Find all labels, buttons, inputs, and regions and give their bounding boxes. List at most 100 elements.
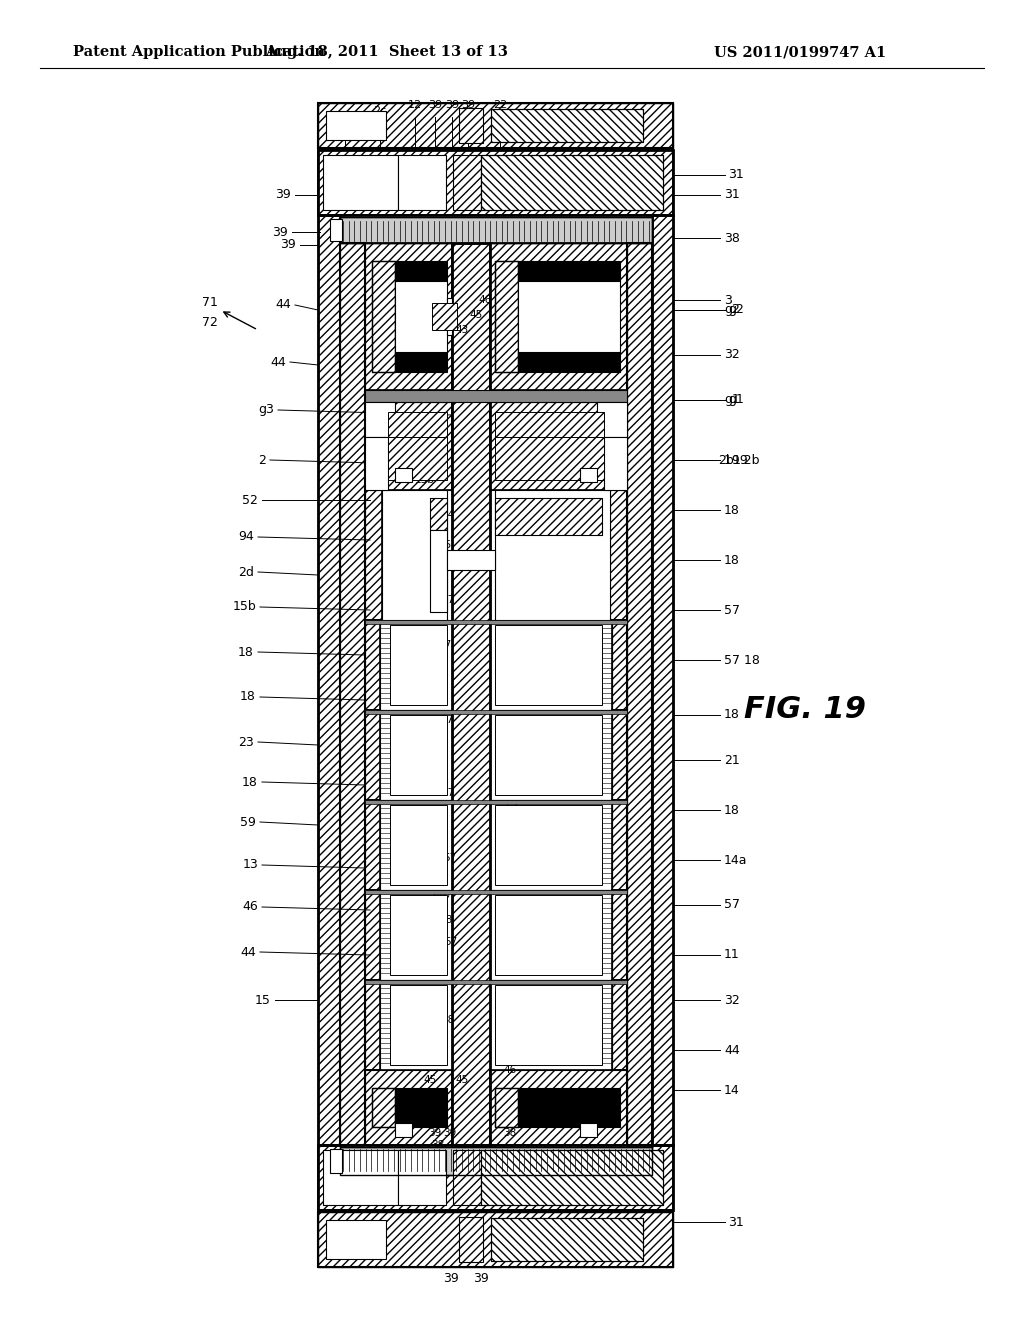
Text: 57: 57 <box>506 727 518 737</box>
Bar <box>495 261 518 372</box>
Bar <box>340 1147 652 1175</box>
Bar <box>604 437 627 490</box>
Bar <box>395 1123 412 1137</box>
Bar <box>372 1088 395 1127</box>
Bar <box>495 715 602 795</box>
Text: 2d: 2d <box>239 565 254 578</box>
Bar <box>340 216 652 243</box>
Text: 18: 18 <box>508 540 521 550</box>
Text: g2: g2 <box>526 294 540 305</box>
Text: 44: 44 <box>275 298 291 312</box>
Bar <box>365 243 452 389</box>
Bar <box>395 352 447 372</box>
Text: g1: g1 <box>724 393 740 407</box>
Text: Patent Application Publication: Patent Application Publication <box>73 45 325 59</box>
Bar <box>365 710 380 800</box>
Bar <box>395 1107 447 1127</box>
Bar <box>365 1071 452 1144</box>
Bar <box>340 243 365 1144</box>
Bar <box>365 890 380 979</box>
Bar <box>459 108 483 143</box>
Bar <box>365 710 380 800</box>
Bar <box>447 298 452 335</box>
Bar <box>490 1071 627 1144</box>
Bar <box>365 437 388 490</box>
Text: 18: 18 <box>724 503 740 516</box>
Bar <box>495 490 610 620</box>
Text: 46: 46 <box>425 1001 438 1010</box>
Text: 44: 44 <box>518 1045 531 1055</box>
Text: 37: 37 <box>429 275 442 285</box>
Bar <box>490 1218 643 1261</box>
Text: 46: 46 <box>243 900 258 913</box>
Bar <box>323 154 398 210</box>
Bar <box>390 624 447 705</box>
Text: 22: 22 <box>493 100 507 110</box>
Bar <box>452 243 490 1144</box>
Text: 39: 39 <box>275 189 291 202</box>
Text: 39: 39 <box>428 1129 441 1138</box>
Bar <box>612 710 627 800</box>
Bar <box>612 979 627 1071</box>
Text: 18: 18 <box>433 576 446 585</box>
Text: 45: 45 <box>410 310 423 319</box>
Text: 15a: 15a <box>428 495 447 506</box>
Text: 18: 18 <box>508 690 521 700</box>
Bar <box>365 243 452 389</box>
Bar <box>612 890 627 979</box>
Text: 14b: 14b <box>431 890 451 900</box>
Bar <box>490 800 612 890</box>
Bar <box>380 710 452 800</box>
Bar <box>490 403 627 490</box>
Bar <box>365 403 452 490</box>
Text: 18: 18 <box>508 933 521 942</box>
Bar <box>318 215 340 1144</box>
Text: 18: 18 <box>242 776 258 788</box>
Text: 39: 39 <box>281 239 296 252</box>
Bar <box>326 111 386 140</box>
Bar <box>380 800 452 890</box>
Text: 14a: 14a <box>505 903 525 913</box>
Bar <box>612 620 627 710</box>
Bar <box>365 490 382 620</box>
Text: 19: 19 <box>733 454 749 466</box>
Text: 57: 57 <box>438 640 452 649</box>
Text: 19 2b: 19 2b <box>724 454 760 466</box>
Text: 57: 57 <box>444 937 458 946</box>
Bar <box>365 800 627 804</box>
Bar <box>490 243 627 389</box>
Text: 18: 18 <box>724 709 740 722</box>
Text: 39: 39 <box>443 1271 459 1284</box>
Text: 39: 39 <box>473 1271 488 1284</box>
Bar <box>388 412 447 437</box>
Bar <box>495 261 518 372</box>
Bar <box>395 281 447 352</box>
Bar <box>330 1148 342 1173</box>
Bar <box>365 403 395 437</box>
Bar <box>365 979 380 1071</box>
Text: 37: 37 <box>431 1115 444 1125</box>
Bar <box>323 1150 398 1205</box>
Bar <box>390 895 447 975</box>
Bar <box>390 985 447 1065</box>
Bar <box>365 710 627 714</box>
Bar <box>340 243 365 1144</box>
Text: 57: 57 <box>506 870 518 880</box>
Text: 3: 3 <box>724 293 732 306</box>
Bar <box>481 154 663 210</box>
Text: 2: 2 <box>258 454 266 466</box>
Bar <box>490 620 612 710</box>
Text: 35: 35 <box>460 1185 473 1195</box>
Bar <box>481 154 663 210</box>
Bar <box>495 805 602 884</box>
Text: 18: 18 <box>239 645 254 659</box>
Bar <box>365 800 380 890</box>
Bar <box>365 403 452 490</box>
Text: 24: 24 <box>338 114 352 123</box>
Text: 35: 35 <box>460 178 473 187</box>
Text: 39: 39 <box>272 226 288 239</box>
Bar <box>318 103 673 148</box>
Bar <box>490 243 627 389</box>
Text: 25: 25 <box>438 540 452 550</box>
Bar <box>326 1220 386 1259</box>
